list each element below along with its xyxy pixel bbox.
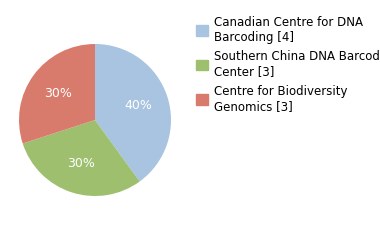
Wedge shape	[95, 44, 171, 181]
Wedge shape	[23, 120, 140, 196]
Text: 30%: 30%	[67, 157, 95, 170]
Legend: Canadian Centre for DNA
Barcoding [4], Southern China DNA Barcoding
Center [3], : Canadian Centre for DNA Barcoding [4], S…	[196, 16, 380, 113]
Text: 30%: 30%	[44, 87, 72, 100]
Wedge shape	[19, 44, 95, 144]
Text: 40%: 40%	[124, 99, 152, 112]
